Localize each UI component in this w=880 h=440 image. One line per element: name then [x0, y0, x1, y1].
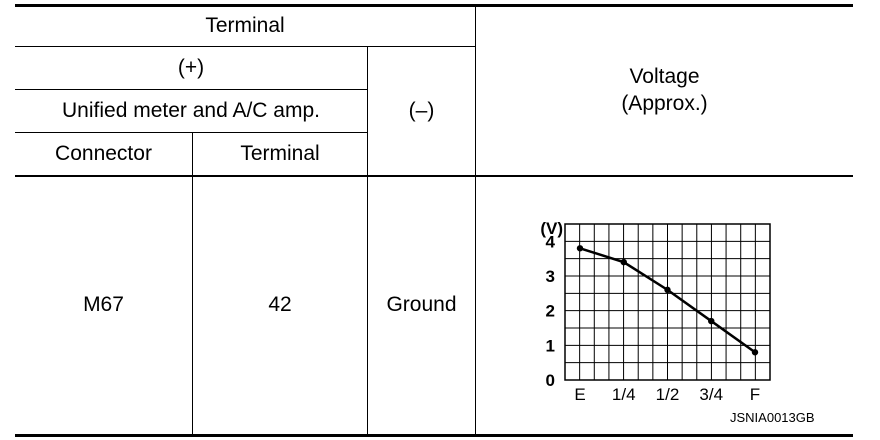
- data-point: [664, 286, 671, 294]
- figure-id: JSNIA0013GB: [730, 410, 815, 425]
- table-header-divider: [15, 132, 367, 133]
- table-bottom-border: [15, 434, 853, 437]
- x-tick-label: 1/2: [656, 385, 680, 404]
- y-tick-label: 3: [546, 267, 555, 286]
- y-tick-label: 1: [546, 336, 555, 355]
- table-column-divider: [475, 6, 476, 435]
- table-header-bottom-border: [15, 175, 853, 177]
- data-point: [620, 258, 627, 266]
- voltage-approx-label: (Approx.): [621, 91, 708, 115]
- y-axis-label: (V): [540, 219, 563, 238]
- ground-value: Ground: [386, 293, 457, 317]
- table-top-border: [15, 4, 853, 7]
- plot-frame: [564, 223, 771, 381]
- y-tick-label: 2: [546, 302, 555, 321]
- table-header-divider: [15, 46, 475, 47]
- plus-header: (+): [177, 55, 205, 79]
- unit-header: Unified meter and A/C amp.: [62, 98, 320, 122]
- x-tick-label: F: [750, 385, 760, 404]
- connector-header: Connector: [55, 141, 152, 165]
- x-tick-label: 1/4: [612, 385, 636, 404]
- x-tick-label: 3/4: [699, 385, 723, 404]
- table-column-divider: [367, 46, 368, 435]
- data-point: [576, 245, 584, 252]
- terminal-value: 42: [268, 293, 292, 317]
- terminal-group-header: Terminal: [205, 13, 285, 37]
- data-point: [708, 317, 715, 325]
- table-column-divider: [192, 132, 193, 435]
- data-point: [751, 349, 759, 356]
- voltage-label: Voltage: [629, 65, 700, 89]
- y-tick-label: 4: [546, 232, 556, 251]
- table-header-divider: [15, 89, 367, 90]
- connector-value: M67: [83, 293, 124, 317]
- x-tick-label: E: [574, 385, 585, 404]
- voltage-header: Voltage (Approx.): [476, 6, 853, 175]
- terminal-header: Terminal: [240, 141, 320, 165]
- y-tick-label: 0: [546, 371, 555, 390]
- minus-header: (–): [408, 98, 435, 122]
- voltage-chart: 0 1 2 3 4(V) E 1/4 1/2 3/4 F: [540, 219, 771, 404]
